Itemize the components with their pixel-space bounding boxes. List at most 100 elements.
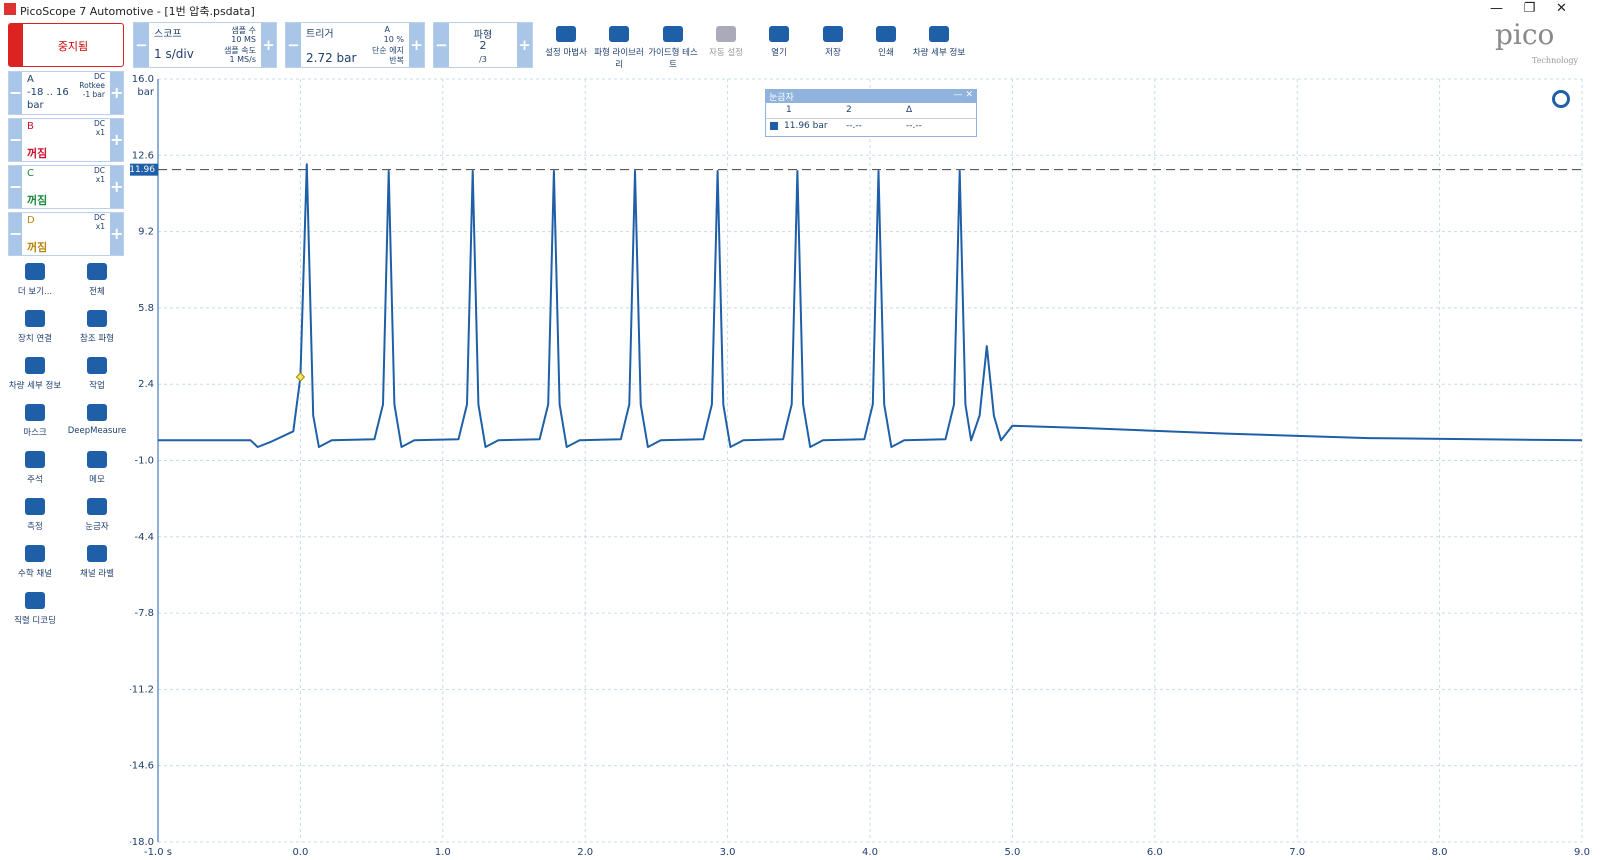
window-controls[interactable]: — ❐ ✕ [1490, 1, 1567, 16]
minus-button[interactable]: − [286, 23, 301, 67]
tool-icon [25, 451, 45, 468]
minus-button[interactable]: − [9, 72, 22, 114]
tool-button[interactable]: 메모 [65, 451, 129, 493]
tool-button[interactable]: 참조 파형 [65, 310, 129, 352]
minus-button[interactable]: − [434, 23, 449, 67]
toolbar-button[interactable]: 저장 [805, 24, 861, 66]
channel-probe: x1 [95, 128, 105, 137]
tool-icon [25, 498, 45, 515]
x-tick-label: -1.0 s [144, 847, 172, 858]
toolbar-button[interactable]: 자동 설정 [698, 24, 754, 66]
plus-button[interactable]: + [261, 23, 276, 67]
toolbar-label: 설정 마법사 [545, 48, 587, 58]
ruler-swatch [770, 122, 778, 130]
scope-block: − + 스코프 1 s/div 샘플 수 10 MS 샘플 속도 1 MS/s [133, 22, 277, 68]
tool-button[interactable]: 직렬 디코딩 [3, 592, 67, 634]
y-tick-label: -1.0 [134, 456, 154, 467]
tool-button[interactable]: 차량 세부 정보 [3, 357, 67, 399]
toolbar-icon [929, 26, 949, 42]
ruler-window-controls[interactable]: — ✕ [953, 90, 973, 100]
toolbar-button[interactable]: 설정 마법사 [538, 24, 594, 66]
plus-button[interactable]: + [409, 23, 424, 67]
toolbar-button[interactable]: 열기 [751, 24, 807, 66]
tool-label: 더 보기... [17, 287, 53, 297]
trace [158, 163, 1583, 448]
plot-area: 16.012.69.25.82.4-1.0-4.4-7.8-11.2-14.6-… [130, 74, 1590, 858]
trigger-label: 트리거 [306, 29, 334, 40]
title-bar: PicoScope 7 Automotive - [1번 압축.psdata] … [0, 0, 1600, 20]
toolbar-button[interactable]: 인쇄 [858, 24, 914, 66]
plus-button[interactable]: + [517, 23, 532, 67]
ruler-cell: --.-- [846, 121, 862, 131]
tool-icon [87, 451, 107, 468]
y-tick-label: 2.4 [138, 379, 154, 390]
ruler-cell: --.-- [906, 121, 922, 131]
tool-icon [87, 404, 107, 421]
tool-icon [87, 498, 107, 515]
tool-button[interactable]: 작업 [65, 357, 129, 399]
scope-label: 스코프 [154, 29, 182, 40]
tool-button[interactable]: 채널 라벨 [65, 545, 129, 587]
tool-button[interactable]: 더 보기... [3, 263, 67, 305]
x-tick-label: 6.0 [1147, 847, 1163, 858]
tool-button[interactable]: 수학 채널 [3, 545, 67, 587]
tool-button[interactable]: 전체 [65, 263, 129, 305]
tool-button[interactable]: 장치 연결 [3, 310, 67, 352]
ruler-header: Δ [906, 105, 913, 115]
toolbar-button[interactable]: 파형 라이브러리 [591, 24, 647, 70]
ruler-window-header: 눈금자 — ✕ [766, 90, 976, 103]
toolbar-icon [769, 26, 789, 42]
toolbar-icon [716, 26, 736, 42]
toolbar-button[interactable]: 가이드형 테스트 [645, 24, 701, 70]
tool-label: 주석 [27, 475, 43, 485]
waveform-label: 파형 [473, 30, 493, 41]
logo: pico [1495, 18, 1555, 51]
toolbar-label: 가이드형 테스트 [648, 48, 698, 70]
toolbar-label: 인쇄 [878, 48, 894, 58]
ruler-window: 눈금자 — ✕ 1 2 Δ 11.96 bar --.-- --.-- [765, 89, 977, 137]
tool-label: 참조 파형 [80, 334, 114, 344]
plus-button[interactable]: + [110, 166, 123, 208]
zoom-icon[interactable] [1552, 90, 1570, 108]
plus-button[interactable]: + [110, 72, 123, 114]
window-title: PicoScope 7 Automotive - [1번 압축.psdata] [20, 5, 255, 18]
tool-button[interactable]: 주석 [3, 451, 67, 493]
tool-label: 측정 [27, 522, 43, 532]
app-icon [4, 3, 16, 15]
x-tick-label: 9.0 [1574, 847, 1590, 858]
tool-button[interactable]: 측정 [3, 498, 67, 540]
rate-label: 샘플 속도 [224, 46, 256, 55]
y-tick-label: 5.8 [138, 303, 154, 314]
plus-button[interactable]: + [110, 119, 123, 161]
channel-probe: x1 [95, 175, 105, 184]
minus-button[interactable]: − [134, 23, 149, 67]
minus-button[interactable]: − [9, 119, 22, 161]
ruler-header: 2 [846, 105, 852, 115]
y-tick-label: 16.0 [132, 74, 154, 85]
ruler-cell: 11.96 bar [784, 121, 828, 131]
minus-button[interactable]: − [9, 213, 22, 255]
channel-range: -18 .. 16 [27, 87, 69, 98]
toolbar-label: 파형 라이브러리 [594, 48, 644, 70]
stop-button[interactable]: 중지됨 [8, 23, 124, 67]
plus-button[interactable]: + [110, 213, 123, 255]
ruler-window-title: 눈금자 [769, 93, 794, 103]
toolbar-button[interactable]: 차량 세부 정보 [911, 24, 967, 66]
tool-label: 마스크 [23, 428, 47, 438]
minus-button[interactable]: − [9, 166, 22, 208]
tool-button[interactable]: DeepMeasure [65, 404, 129, 446]
trigger-level: 2.72 bar [306, 51, 357, 65]
channel-name: D [27, 215, 35, 226]
tool-label: 수학 채널 [18, 569, 52, 579]
x-tick-label: 2.0 [577, 847, 593, 858]
toolbar-label: 자동 설정 [709, 48, 743, 58]
tool-button[interactable]: 마스크 [3, 404, 67, 446]
tool-icon [25, 263, 45, 280]
timebase: 1 s/div [154, 47, 194, 61]
x-tick-label: 5.0 [1004, 847, 1020, 858]
y-tick-label: -4.4 [134, 532, 154, 543]
tool-label: 메모 [89, 475, 105, 485]
channel-name: C [27, 168, 34, 179]
x-tick-label: 8.0 [1432, 847, 1448, 858]
tool-button[interactable]: 눈금자 [65, 498, 129, 540]
